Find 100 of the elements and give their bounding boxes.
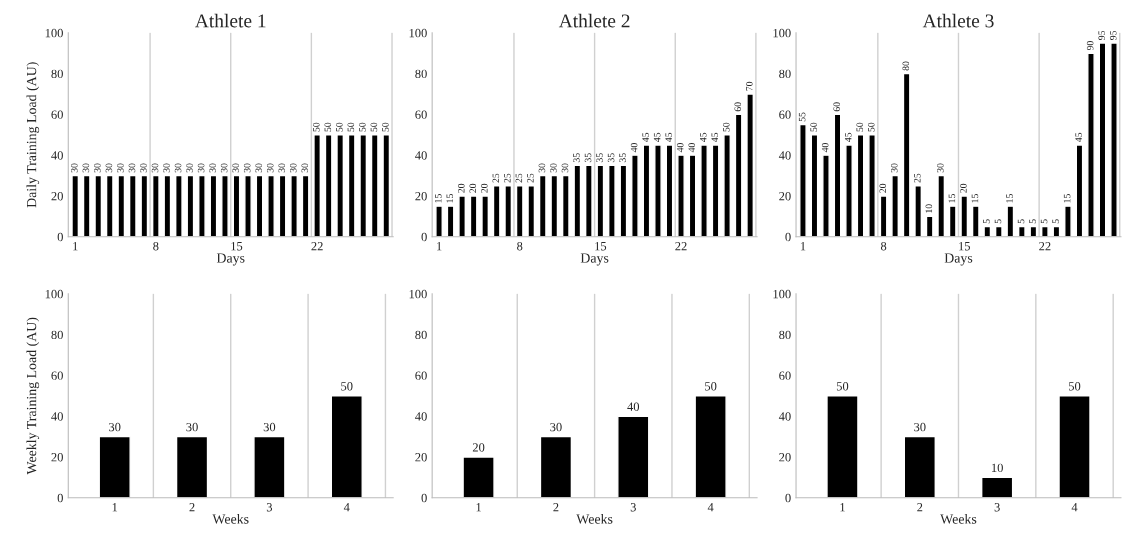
y-tick-label: 80	[779, 69, 791, 79]
y-tick-label: 0	[421, 493, 427, 503]
data-label: 25	[527, 173, 534, 183]
y-tick-label: 100	[773, 28, 791, 38]
x-tick-label: 15	[959, 242, 971, 251]
y-tick-label: 100	[409, 28, 427, 38]
y-tick-label: 0	[785, 232, 791, 242]
bar	[654, 144, 662, 237]
data-label: 20	[879, 183, 887, 193]
bar	[971, 205, 980, 237]
bar	[822, 154, 830, 237]
data-label: 50	[313, 122, 320, 132]
x-tick-label: 3	[630, 503, 636, 512]
data-label: 50	[347, 122, 355, 132]
data-label: 60	[833, 102, 840, 112]
bar	[539, 435, 573, 498]
x-tick-label: 1	[112, 503, 118, 512]
y-tick-label: 60	[415, 371, 427, 380]
y-tick-label: 80	[51, 69, 63, 79]
data-label: 70	[746, 81, 753, 91]
bar	[462, 456, 495, 498]
y-tick-label: 40	[778, 151, 791, 160]
bar	[1098, 42, 1107, 237]
data-label: 30	[209, 163, 216, 173]
y-tick-label: 0	[57, 232, 63, 242]
data-label: 30	[561, 163, 569, 173]
data-label: 50	[382, 122, 389, 132]
y-tick-label: 80	[51, 330, 63, 340]
data-label: 30	[255, 163, 262, 173]
bar	[665, 144, 674, 237]
data-label: 20	[457, 183, 465, 193]
y-tick-label: 0	[785, 493, 791, 503]
y-tick-label: 100	[409, 289, 427, 299]
bar	[1075, 144, 1084, 237]
data-label: 30	[163, 163, 170, 173]
bar	[608, 164, 616, 237]
bar	[980, 476, 1014, 498]
bar	[694, 395, 727, 498]
data-label: 45	[642, 132, 649, 143]
bar	[1006, 205, 1015, 237]
data-label: 30	[890, 163, 898, 173]
data-label: 50	[836, 382, 849, 391]
y-tick-label: 0	[421, 232, 427, 242]
bar	[810, 134, 819, 237]
y-tick-label: 20	[779, 191, 791, 201]
bar	[631, 154, 639, 237]
bar	[469, 195, 478, 237]
data-label: 30	[174, 163, 182, 173]
data-label: 95	[1109, 30, 1117, 40]
bar	[711, 144, 720, 237]
data-label: 35	[584, 153, 592, 163]
x-tick-label: 22	[675, 242, 687, 251]
y-tick-label: 40	[51, 412, 63, 421]
data-label: 5	[1017, 219, 1025, 224]
bar	[677, 154, 685, 237]
x-tick-label: 1	[73, 242, 78, 251]
chart-title: Athlete 2	[558, 13, 630, 28]
y-tick-label: 20	[51, 191, 63, 201]
bar	[903, 435, 936, 498]
bar	[983, 225, 992, 237]
data-label: 30	[82, 163, 90, 173]
data-label: 30	[186, 422, 198, 432]
data-label: 25	[914, 173, 921, 183]
data-label: 40	[821, 143, 829, 153]
x-tick-label: 1	[800, 242, 806, 251]
y-tick-label: 40	[51, 151, 63, 160]
x-tick-label: 8	[153, 241, 159, 251]
data-label: 30	[186, 163, 193, 173]
bar	[1017, 225, 1026, 237]
y-tick-label: 40	[415, 151, 427, 160]
data-label: 25	[492, 173, 500, 183]
data-label: 50	[810, 122, 817, 132]
data-label: 15	[971, 194, 979, 203]
data-label: 30	[914, 422, 926, 432]
data-label: 20	[472, 443, 485, 452]
data-label: 30	[220, 163, 228, 173]
y-tick-label: 80	[779, 330, 791, 340]
y-tick-label: 40	[415, 412, 427, 421]
bar	[856, 134, 865, 237]
data-label: 5	[983, 219, 990, 224]
data-label: 30	[243, 163, 251, 173]
data-label: 35	[619, 153, 626, 163]
bar	[435, 205, 443, 237]
y-tick-label: 100	[773, 289, 791, 299]
data-label: 40	[627, 402, 640, 411]
chart-title: Athlete 1	[195, 13, 266, 28]
data-label: 30	[301, 163, 309, 173]
bar	[925, 215, 934, 237]
x-tick-label: 3	[266, 503, 273, 512]
data-label: 15	[434, 194, 442, 203]
y-tick-label: 20	[415, 191, 427, 201]
data-label: 80	[902, 61, 910, 71]
data-label: 30	[105, 163, 113, 173]
data-label: 45	[1075, 132, 1082, 143]
data-label: 50	[722, 122, 730, 132]
x-axis-title: Days	[216, 253, 245, 266]
bar	[1058, 395, 1091, 498]
data-label: 15	[1063, 194, 1071, 203]
data-label: 15	[948, 194, 956, 203]
data-label: 50	[341, 382, 353, 391]
